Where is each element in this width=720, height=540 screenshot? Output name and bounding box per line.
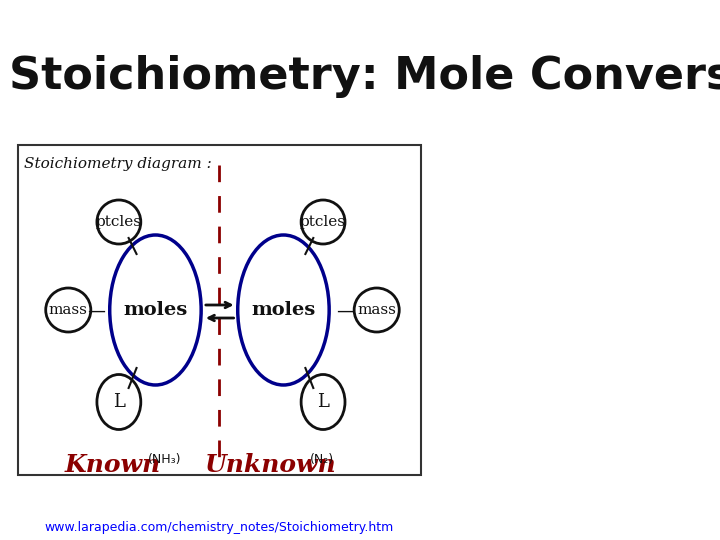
Text: L: L: [113, 393, 125, 411]
Text: —: —: [337, 302, 355, 320]
Text: (NH₃): (NH₃): [148, 453, 181, 466]
Text: Known: Known: [65, 453, 161, 477]
Text: Stoichiometry diagram :: Stoichiometry diagram :: [24, 157, 212, 171]
Text: moles: moles: [251, 301, 315, 319]
Text: www.larapedia.com/chemistry_notes/Stoichiometry.htm: www.larapedia.com/chemistry_notes/Stoich…: [45, 521, 394, 534]
Text: (N₂): (N₂): [310, 453, 334, 466]
Text: moles: moles: [123, 301, 187, 319]
Text: mass: mass: [49, 303, 88, 317]
Text: ptcles: ptcles: [300, 215, 346, 229]
FancyBboxPatch shape: [18, 145, 420, 475]
Text: —: —: [87, 302, 105, 320]
Text: Unknown: Unknown: [205, 453, 337, 477]
Text: L: L: [317, 393, 329, 411]
Text: Stoichiometry: Mole Conversions: Stoichiometry: Mole Conversions: [9, 55, 720, 98]
Text: mass: mass: [357, 303, 396, 317]
Text: ptcles: ptcles: [96, 215, 142, 229]
